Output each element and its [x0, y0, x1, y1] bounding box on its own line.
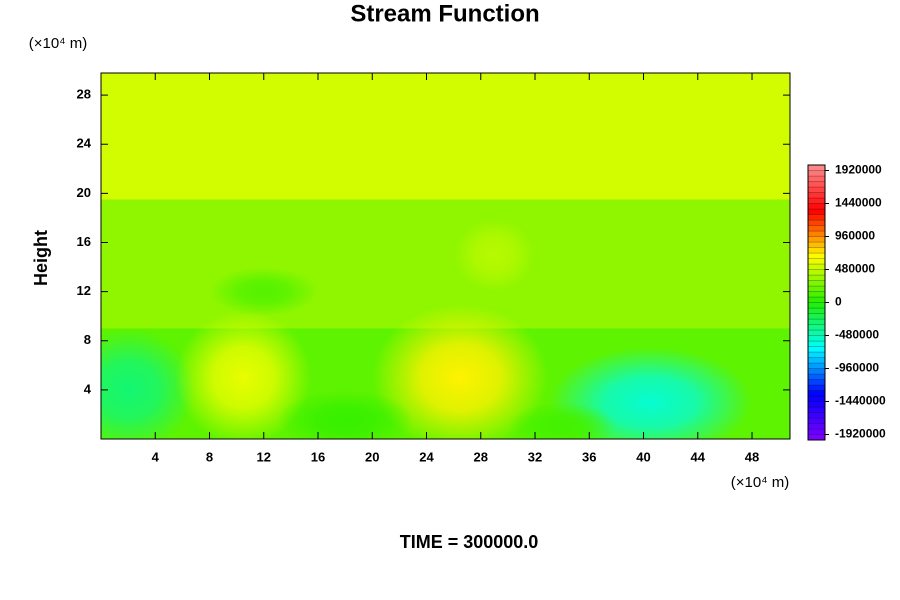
x-tick-label: 12	[257, 449, 271, 464]
y-axis-label: Height	[31, 230, 51, 286]
colorbar-band	[807, 346, 826, 353]
field	[101, 73, 790, 439]
colorbar-label: 960000	[835, 229, 875, 243]
colorbar-band	[807, 329, 826, 336]
colorbar-label: -480000	[835, 328, 879, 342]
contour-blob	[372, 303, 549, 439]
x-tick-label: 36	[582, 449, 596, 464]
contour-blob	[101, 328, 196, 439]
x-tick-label: 4	[152, 449, 160, 464]
contour-blob	[209, 267, 319, 317]
x-tick-label: 48	[745, 449, 759, 464]
colorbar-band	[807, 214, 826, 221]
colorbar-label: 480000	[835, 262, 875, 276]
colorbar-band	[807, 428, 826, 435]
colorbar-band	[807, 192, 826, 199]
colorbar-label: -960000	[835, 361, 879, 375]
colorbar-band	[807, 280, 826, 287]
colorbar-band	[807, 296, 826, 303]
x-unit: (×10⁴ m)	[731, 474, 790, 491]
colorbar-band	[807, 434, 826, 441]
colorbar-band	[807, 236, 826, 243]
colorbar-band	[807, 291, 826, 298]
colorbar-band	[807, 170, 826, 177]
colorbar-band	[807, 423, 826, 430]
contour-blob	[175, 310, 312, 439]
colorbar-band	[807, 247, 826, 254]
colorbar-label: 0	[835, 295, 842, 309]
colorbar-label: 1920000	[835, 163, 882, 177]
colorbar-label: -1920000	[835, 427, 886, 441]
colorbar-band	[807, 318, 826, 325]
colorbar-band	[807, 412, 826, 419]
y-tick-label: 16	[77, 234, 91, 249]
colorbar-band	[807, 274, 826, 281]
colorbar-band	[807, 368, 826, 375]
colorbar-band	[807, 181, 826, 188]
colorbar-band	[807, 225, 826, 232]
colorbar-band	[807, 379, 826, 386]
x-tick-label: 16	[311, 449, 325, 464]
colorbar-band	[807, 230, 826, 237]
colorbar-band	[807, 390, 826, 397]
colorbar-label: -1440000	[835, 394, 886, 408]
colorbar-band	[807, 285, 826, 292]
footer: TIME = 300000.0	[400, 532, 539, 552]
y-unit: (×10⁴ m)	[29, 35, 88, 52]
colorbar-band	[807, 164, 826, 171]
contour-blob	[277, 389, 413, 439]
x-tick-label: 24	[419, 449, 434, 464]
colorbar-band	[807, 203, 826, 210]
colorbar-band	[807, 241, 826, 248]
colorbar-band	[807, 197, 826, 204]
plot-frame	[100, 72, 791, 440]
chart-title: Stream Function	[350, 0, 539, 27]
colorbar-band	[807, 302, 826, 309]
colorbar-band	[807, 395, 826, 402]
x-tick-label: 32	[528, 449, 542, 464]
colorbar-band	[807, 186, 826, 193]
colorbar-label: 1440000	[835, 196, 882, 210]
colorbar-band	[807, 263, 826, 270]
y-tick-label: 12	[77, 283, 91, 298]
colorbar-band	[807, 351, 826, 358]
colorbar-band	[807, 373, 826, 380]
contour-blob	[548, 346, 752, 439]
x-tick-label: 40	[636, 449, 650, 464]
colorbar-band	[807, 313, 826, 320]
colorbar-band	[807, 401, 826, 408]
colorbar-band	[807, 406, 826, 413]
y-tick-label: 20	[77, 185, 91, 200]
colorbar-band	[807, 362, 826, 369]
x-tick-label: 20	[365, 449, 379, 464]
y-tick-label: 8	[84, 332, 91, 347]
y-tick-label: 28	[77, 87, 91, 102]
colorbar-band	[807, 417, 826, 424]
x-tick-label: 8	[206, 449, 213, 464]
colorbar-band	[807, 324, 826, 331]
colorbar-band	[807, 258, 826, 265]
colorbar-band	[807, 384, 826, 391]
colorbar-band	[807, 357, 826, 364]
contour-layer	[101, 73, 790, 200]
x-tick-label: 44	[691, 449, 706, 464]
colorbar-band	[807, 269, 826, 276]
colorbar-band	[807, 252, 826, 259]
y-tick-label: 24	[77, 136, 92, 151]
colorbar-band	[807, 208, 826, 215]
colorbar-band	[807, 340, 826, 347]
contour-blob	[453, 217, 536, 292]
colorbar-band	[807, 175, 826, 182]
contour-blob	[507, 402, 617, 439]
y-tick-label: 4	[84, 381, 92, 396]
colorbar-band	[807, 219, 826, 226]
colorbar-band	[807, 307, 826, 314]
colorbar-band	[807, 335, 826, 342]
x-tick-label: 28	[474, 449, 488, 464]
